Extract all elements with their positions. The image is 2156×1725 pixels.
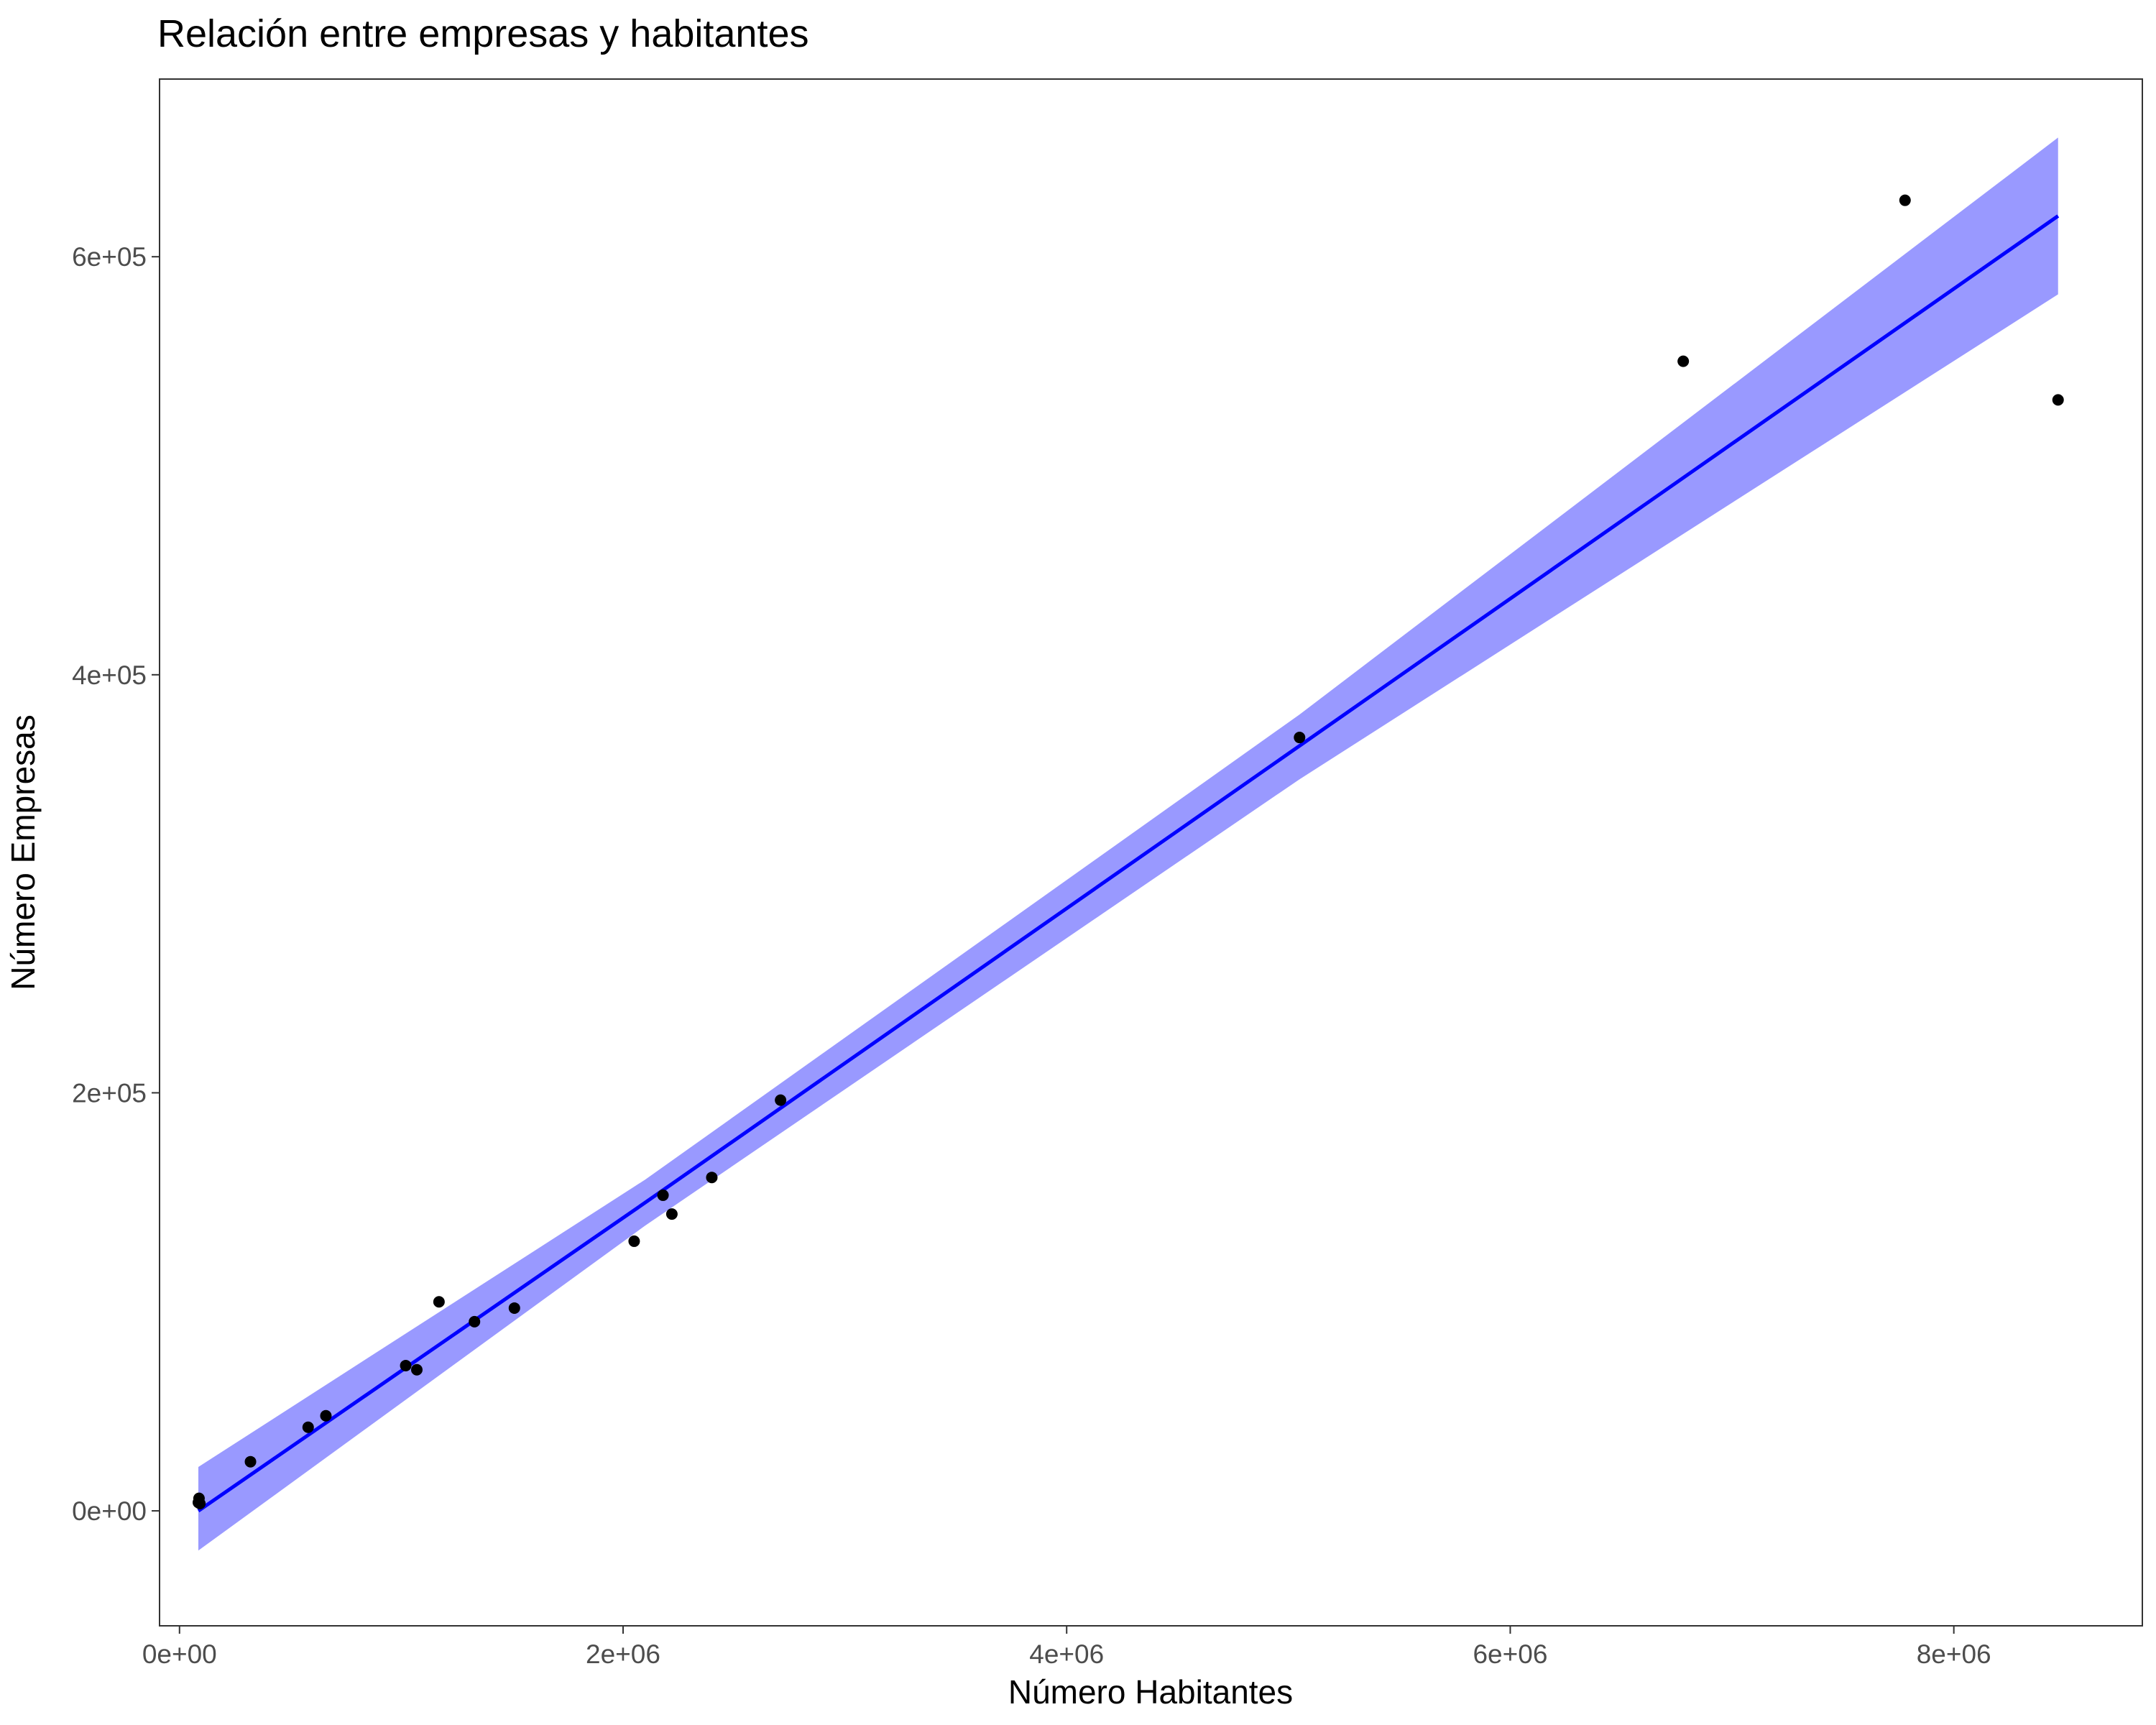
data-point <box>665 1208 678 1220</box>
data-point <box>1294 732 1306 744</box>
y-tick-label: 2e+05 <box>72 1078 147 1108</box>
data-point <box>194 1497 206 1509</box>
data-point <box>628 1235 640 1247</box>
x-tick-label: 4e+06 <box>1029 1639 1104 1669</box>
x-axis: 0e+00 2e+06 4e+06 6e+06 8e+06 <box>142 1626 1991 1669</box>
data-point <box>244 1455 257 1468</box>
y-axis-title: Número Empresas <box>4 714 42 990</box>
data-point <box>400 1359 412 1371</box>
data-point <box>508 1302 520 1314</box>
y-axis: 0e+00 2e+05 4e+05 6e+05 <box>72 242 160 1526</box>
x-axis-title: Número Habitantes <box>1008 1673 1293 1711</box>
data-point <box>706 1172 718 1184</box>
x-tick-label: 8e+06 <box>1917 1639 1991 1669</box>
data-point <box>2052 394 2064 406</box>
regression-line <box>197 214 2060 1513</box>
points-layer <box>193 194 2064 1509</box>
data-point <box>657 1189 669 1201</box>
data-point <box>302 1421 314 1433</box>
y-tick-label: 6e+05 <box>72 242 147 272</box>
data-point <box>1899 194 1911 206</box>
data-point <box>320 1409 332 1422</box>
x-tick-label: 6e+06 <box>1473 1639 1547 1669</box>
y-tick-label: 0e+00 <box>72 1496 147 1526</box>
data-point <box>410 1363 423 1376</box>
x-tick-label: 0e+00 <box>142 1639 217 1669</box>
data-point <box>433 1296 445 1308</box>
data-point <box>775 1094 787 1106</box>
data-point <box>469 1315 481 1328</box>
y-tick-label: 4e+05 <box>72 661 147 690</box>
data-point <box>1677 355 1690 367</box>
chart-title: Relación entre empresas y habitantes <box>157 12 809 55</box>
regression-line-layer <box>197 214 2060 1513</box>
x-tick-label: 2e+06 <box>586 1639 660 1669</box>
